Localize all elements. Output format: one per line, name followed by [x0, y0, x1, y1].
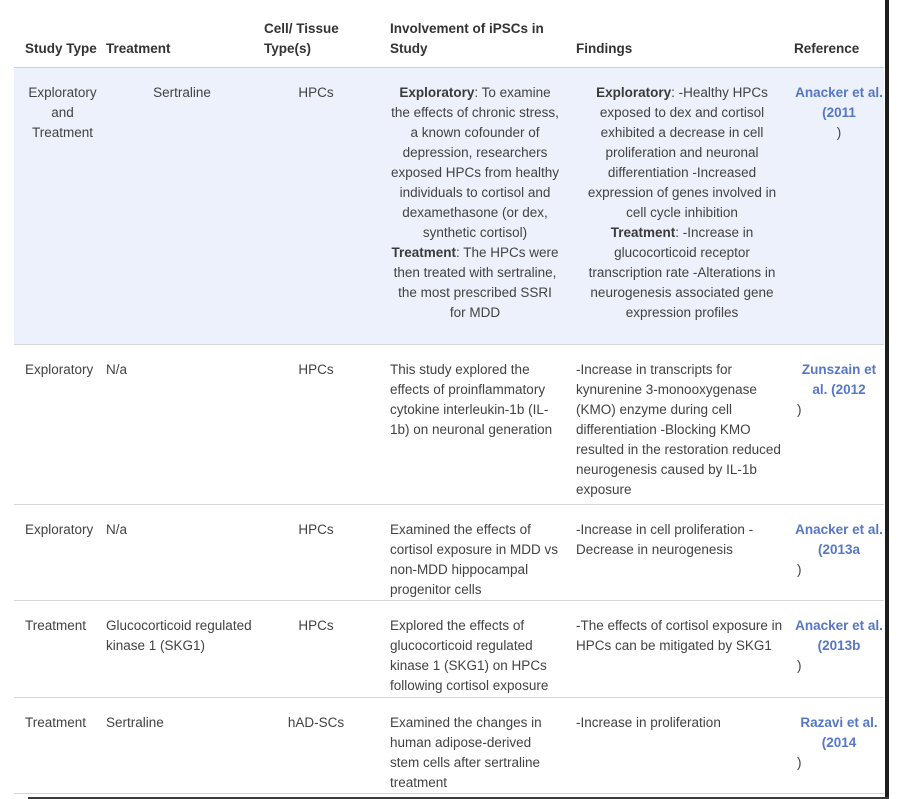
header-treatment: Treatment [106, 41, 171, 56]
findings-cell: -Increase in transcripts for kynurenine … [576, 362, 781, 497]
involvement-exploratory-segment: Exploratory: To examine the effects of c… [390, 85, 560, 240]
reference-suffix: ) [797, 755, 802, 770]
involvement-cell: This study explored the effects of proin… [390, 362, 553, 437]
findings-cell: Exploratory: -Healthy HPCs exposed to de… [566, 83, 788, 323]
involvement-treatment-segment: Treatment: The HPCs were then treated wi… [391, 245, 559, 320]
cell-tissue-cell: HPCs [298, 522, 334, 537]
reference-cell: Zunszain et al. (2012 ) [794, 360, 884, 420]
treatment-cell: Sertraline [106, 715, 164, 730]
cell-tissue-cell: HPCs [298, 85, 334, 100]
cell-tissue-cell: hAD-SCs [287, 715, 345, 730]
involvement-cell: Exploratory: To examine the effects of c… [374, 83, 560, 323]
table-row: Exploratory N/a HPCs This study explored… [14, 345, 884, 505]
study-type-cell: Exploratory and Treatment [28, 85, 97, 140]
reference-link[interactable]: Razavi et al. (2014 [800, 715, 878, 750]
header-involvement: Involvement of iPSCs in Study [390, 21, 544, 56]
table-row: Exploratory and Treatment Sertraline HPC… [14, 68, 884, 345]
reference-suffix: ) [797, 658, 802, 673]
reference-suffix: ) [836, 125, 842, 140]
involvement-cell: Explored the effects of glucocorticoid r… [390, 618, 549, 693]
reference-suffix: ) [797, 562, 802, 577]
involvement-cell: Examined the effects of cortisol exposur… [390, 522, 559, 597]
findings-exploratory-segment: Exploratory: -Healthy HPCs exposed to de… [587, 85, 777, 220]
cell-tissue-cell: HPCs [298, 618, 334, 633]
reference-cell: Razavi et al. (2014 ) [794, 713, 884, 773]
findings-treatment-segment: Treatment: -Increase in glucocorticoid r… [588, 225, 776, 320]
treatment-cell: N/a [106, 522, 128, 537]
findings-cell: -Increase in cell proliferation -Decreas… [576, 522, 754, 557]
findings-cell: -Increase in proliferation [576, 715, 721, 730]
reference-link[interactable]: Anacker et al. (2013a [795, 522, 883, 557]
study-type-cell: Treatment [25, 715, 87, 730]
table-row: Treatment Glucocorticoid regulated kinas… [14, 601, 884, 698]
cell-tissue-cell: HPCs [298, 362, 334, 377]
header-findings: Findings [576, 41, 633, 56]
involvement-cell: Examined the changes in human adipose-de… [390, 715, 542, 790]
window-bottom-border [28, 797, 889, 799]
reference-suffix: ) [797, 402, 802, 417]
treatment-cell: Glucocorticoid regulated kinase 1 (SKG1) [106, 618, 252, 653]
reference-cell: Anacker et al. (2013a ) [794, 520, 884, 580]
findings-cell: -The effects of cortisol exposure in HPC… [576, 618, 783, 653]
window-right-border [885, 0, 889, 799]
table-row: Exploratory N/a HPCs Examined the effect… [14, 505, 884, 601]
study-type-cell: Treatment [25, 618, 87, 633]
treatment-cell: N/a [106, 362, 128, 377]
table-row: Treatment Sertraline hAD-SCs Examined th… [14, 698, 884, 794]
header-reference: Reference [794, 41, 860, 56]
header-cell-tissue-type: Cell/ Tissue Type(s) [264, 21, 339, 56]
header-study-type: Study Type [25, 41, 97, 56]
reference-cell: Anacker et al. (2011 ) [794, 83, 884, 143]
reference-cell: Anacker et al. (2013b ) [794, 616, 884, 676]
reference-link[interactable]: Anacker et al. (2013b [795, 618, 883, 653]
reference-link[interactable]: Zunszain et al. (2012 [801, 362, 877, 397]
reference-link[interactable]: Anacker et al. (2011 [795, 85, 883, 120]
table-header-row: Study Type Treatment Cell/ Tissue Type(s… [14, 0, 884, 68]
study-type-cell: Exploratory [25, 362, 94, 377]
treatment-cell: Sertraline [153, 85, 211, 100]
study-type-cell: Exploratory [25, 522, 94, 537]
